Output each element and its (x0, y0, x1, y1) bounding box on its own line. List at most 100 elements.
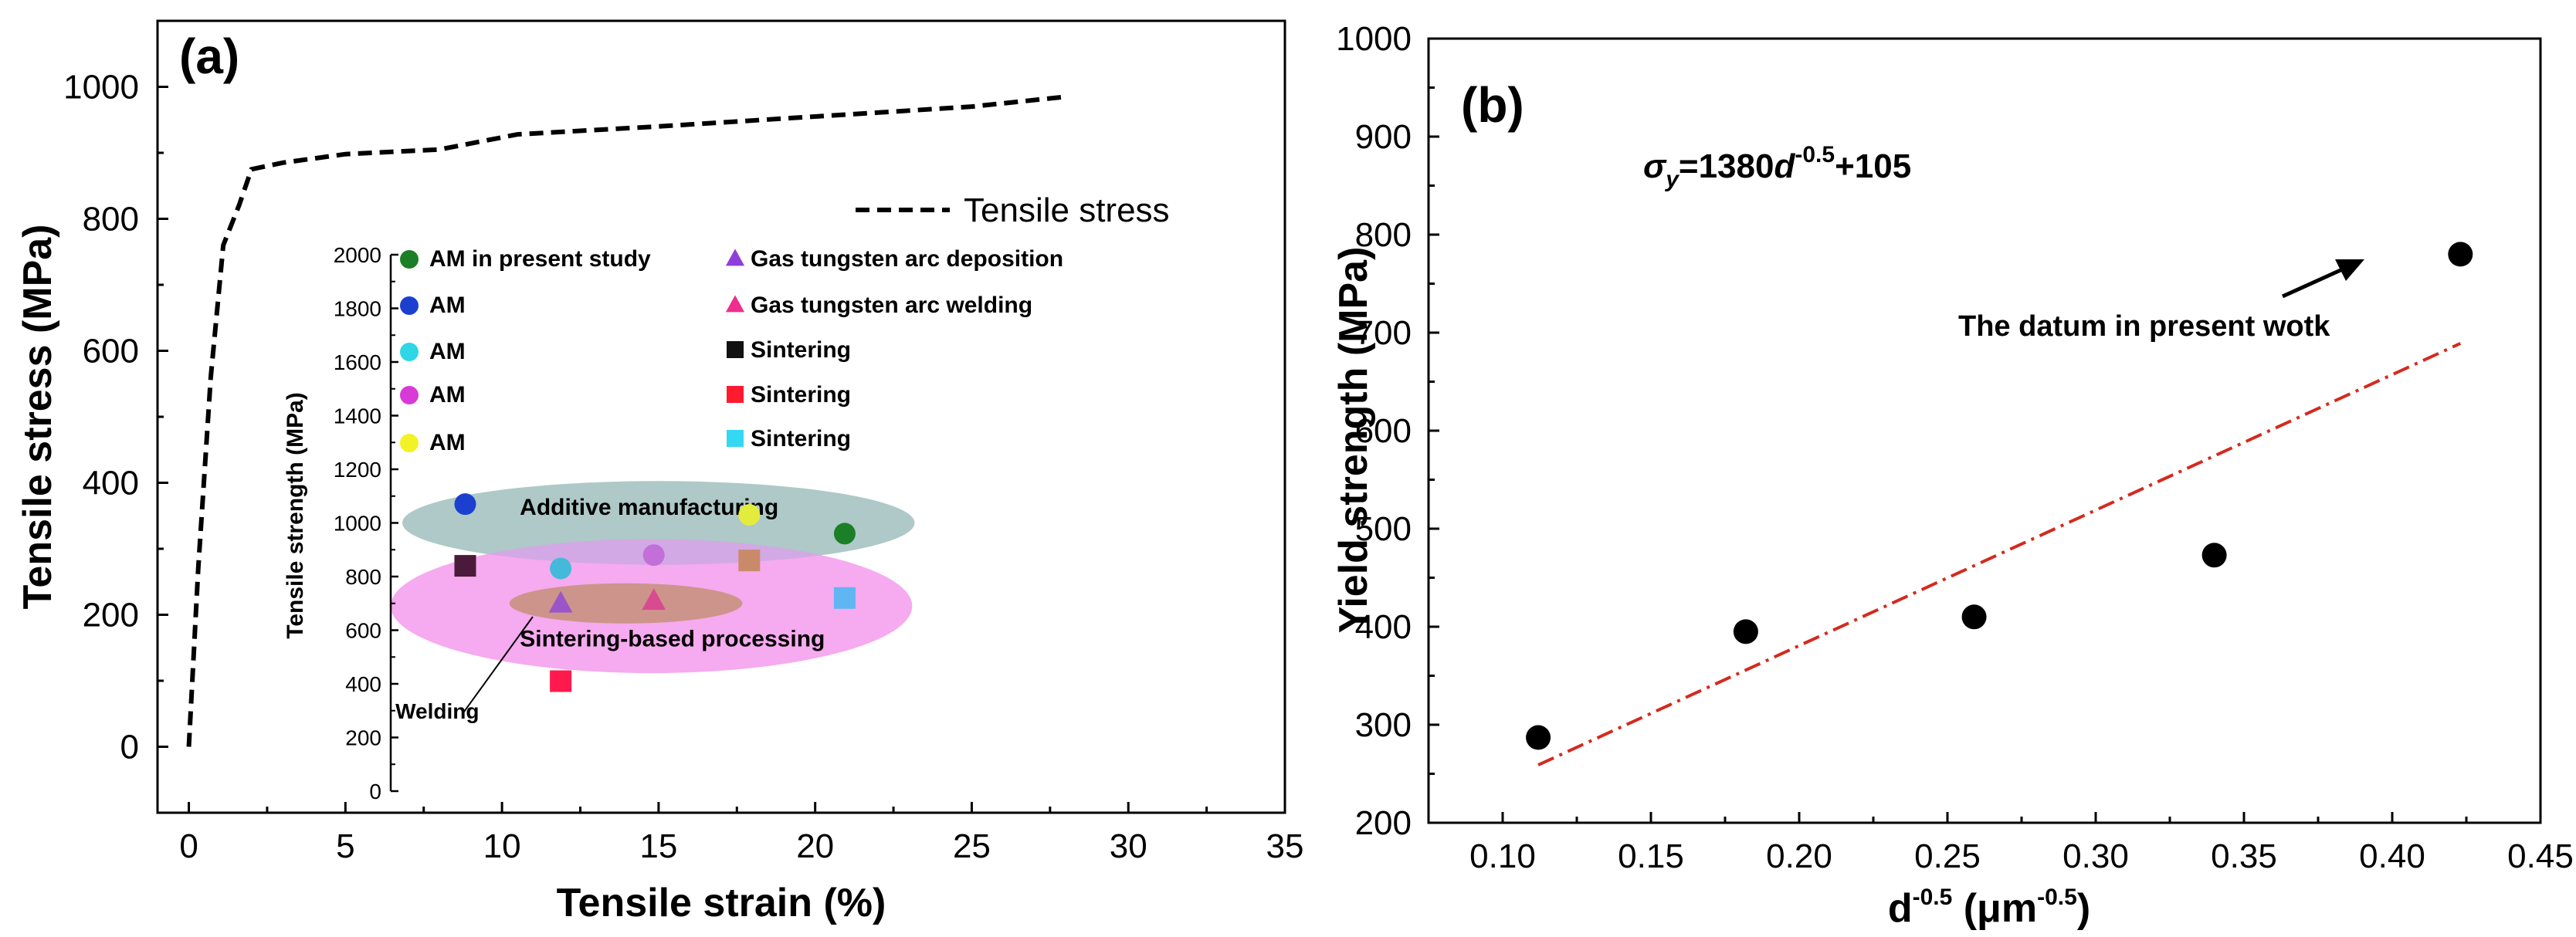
inset-y-axis-title: Tensile strength (MPa) (283, 392, 308, 638)
inset-y-tick-label: 400 (345, 672, 381, 696)
inset-y-tick-label: 800 (345, 565, 381, 589)
data-point (1526, 725, 1551, 750)
inset-regions: Additive manufacturing Sintering-based pr… (391, 481, 915, 723)
panel-b-label: (b) (1461, 77, 1524, 133)
inset-data-point (642, 544, 665, 567)
panel-b-y-tick-label: 600 (1355, 412, 1412, 450)
inset-points (454, 493, 856, 692)
inset-y-tick-label: 2000 (334, 243, 381, 267)
panel-a-y-tick-label: 400 (83, 465, 139, 502)
panel-a-y-tick-label: 0 (120, 729, 139, 766)
panel-a-x-tick-label: 35 (1266, 827, 1304, 865)
panel-a-series (186, 94, 1066, 747)
panel-b-y-tick-label: 500 (1355, 510, 1412, 548)
inset-legend-label: AM (429, 382, 466, 408)
inset-legend: AM in present study AM AM AM AM Gas tungsten … (400, 246, 1063, 455)
inset-legend-label: AM (429, 293, 466, 318)
panel-a-x-tick-label: 0 (179, 827, 198, 865)
panel-b-x-tick-label: 0.15 (1618, 837, 1684, 875)
inset-legend-marker (727, 386, 744, 403)
inset-axis: 0 200 400 600 800 1000 1200 1400 1600 1800 2000 (334, 243, 398, 803)
panel-b-x-tick-label: 0.30 (2062, 837, 2129, 875)
inset-y-tick-label: 1000 (334, 512, 381, 536)
inset-y-tick-label: 1800 (334, 297, 381, 321)
inset-legend-marker (725, 295, 745, 313)
inset-legend-label: Gas tungsten arc welding (751, 293, 1032, 318)
inset-y-tick-label: 200 (345, 726, 381, 750)
inset-legend-marker (400, 343, 419, 361)
panel-a-y-tick-label: 600 (83, 333, 139, 370)
panel-a-ticks: 0 5 10 15 20 25 30 35 0 200 400 600 800 1000 (63, 69, 1303, 866)
data-point (2448, 242, 2473, 267)
panel-b-y-tick-label: 900 (1355, 118, 1412, 156)
data-point (1733, 619, 1758, 644)
inset-legend-marker (400, 386, 419, 404)
inset-data-point (833, 587, 856, 609)
inset-legend-label: AM (429, 339, 466, 364)
inset-legend-label: Gas tungsten arc deposition (751, 246, 1063, 272)
panel-a-x-tick-label: 30 (1110, 827, 1147, 865)
panel-b-annotation-arrow (2281, 265, 2349, 299)
tensile-stress-curve (186, 94, 1066, 747)
panel-b: 0.10 0.15 0.20 0.25 0.30 0.35 0.40 0.45 200 300 40… (1331, 20, 2574, 931)
inset-y-tick-label: 600 (345, 619, 381, 643)
inset-data-point (550, 557, 572, 580)
panel-a-x-axis-title: Tensile strain (%) (557, 881, 886, 925)
panel-b-ticks: 0.10 0.15 0.20 0.25 0.30 0.35 0.40 0.45 200 300 40… (1336, 20, 2574, 875)
inset-legend-marker (725, 249, 745, 266)
panel-b-x-tick-label: 0.35 (2211, 837, 2277, 875)
panel-a-y-tick-label: 800 (83, 201, 139, 238)
panel-a-y-axis-title: Tensile stress (MPa) (15, 224, 60, 609)
panel-a-x-tick-label: 15 (639, 827, 677, 865)
panel-b-x-tick-label: 0.20 (1766, 837, 1832, 875)
inset-legend-marker (727, 341, 744, 358)
panel-b-x-tick-label: 0.40 (2359, 837, 2425, 875)
data-point (2201, 543, 2227, 568)
data-point (1961, 604, 1987, 630)
inset-legend-marker (400, 434, 419, 452)
inset-y-tick-label: 0 (369, 780, 381, 803)
inset-chart: Additive manufacturing Sintering-based pr… (283, 243, 1063, 803)
inset-data-point (550, 670, 572, 692)
inset-y-tick-label: 1400 (334, 404, 381, 428)
panel-b-y-tick-label: 400 (1355, 608, 1412, 646)
panel-b-x-tick-label: 0.10 (1469, 837, 1536, 875)
panel-b-y-tick-label: 800 (1355, 216, 1412, 254)
inset-data-point (738, 504, 761, 526)
panel-a: 0 5 10 15 20 25 30 35 0 200 400 600 800 1000 (a) Tens… (15, 19, 1303, 925)
inset-legend-marker (727, 430, 744, 447)
panel-b-annotation: The datum in present wotk (1958, 310, 2330, 343)
panel-b-series (1526, 242, 2473, 766)
inset-legend-label: AM (429, 430, 466, 455)
inset-data-point (454, 493, 476, 516)
panel-a-x-tick-label: 5 (336, 827, 354, 865)
welding-pointer-line (462, 616, 534, 714)
fit-line (1537, 342, 2462, 766)
panel-b-equation: σy=1380d-0.5+105 (1643, 142, 1911, 192)
region-welding-label: Welding (395, 699, 479, 723)
panel-a-legend-text: Tensile stress (964, 191, 1170, 229)
inset-legend-label: Sintering (751, 337, 851, 363)
panel-a-x-tick-label: 25 (953, 827, 991, 865)
panel-a-frame (156, 19, 1286, 814)
panel-a-y-tick-label: 200 (83, 597, 139, 634)
panel-b-x-tick-label: 0.45 (2507, 837, 2574, 875)
inset-legend-label: AM in present study (429, 246, 651, 272)
panel-b-x-axis-title: d-0.5 (μm-0.5) (1888, 885, 2090, 931)
inset-y-tick-label: 1600 (334, 350, 381, 374)
inset-legend-marker (400, 296, 419, 315)
inset-y-tick-label: 1200 (334, 458, 381, 482)
inset-legend-label: Sintering (751, 382, 851, 408)
panel-b-y-axis-title: Yield strength (MPa) (1331, 247, 1376, 634)
panel-a-label: (a) (179, 29, 239, 84)
inset-data-point (738, 550, 761, 572)
region-additive-manufacturing-label: Additive manufacturing (520, 495, 778, 520)
panel-a-y-tick-label: 1000 (63, 69, 139, 107)
inset-data-point (833, 523, 856, 545)
inset-data-point (642, 588, 666, 611)
panel-b-y-tick-label: 200 (1355, 804, 1412, 842)
panel-b-arrow-head (2335, 259, 2364, 281)
region-overlap (402, 481, 915, 565)
inset-legend-marker (400, 250, 419, 269)
